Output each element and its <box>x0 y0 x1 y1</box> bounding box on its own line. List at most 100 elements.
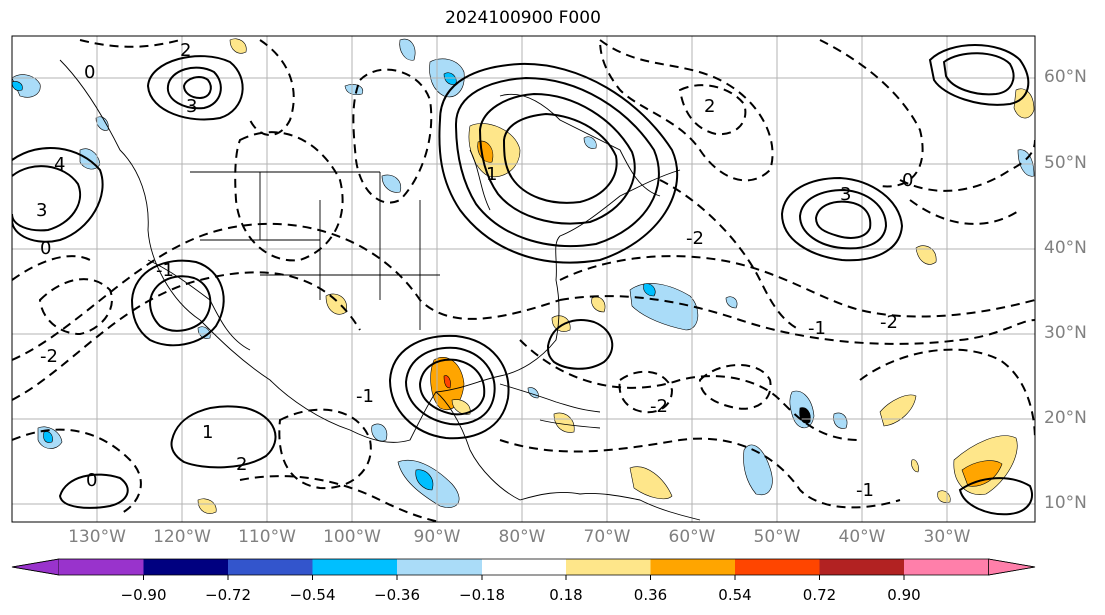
colorbar-tick-label: 0.54 <box>718 586 752 604</box>
lon-label: 110°W <box>238 527 296 547</box>
contour-line <box>928 44 1030 106</box>
contour-line <box>819 39 924 188</box>
contour-line <box>478 92 636 225</box>
contour-label: 4 <box>54 154 65 175</box>
contour-line <box>559 295 1035 345</box>
contour-line <box>438 62 679 264</box>
contour-line <box>798 188 888 250</box>
contour-line <box>130 259 225 347</box>
contour-label: -2 <box>880 312 898 333</box>
shade-patch <box>451 399 471 415</box>
contour-line <box>12 271 361 401</box>
contour-line <box>698 364 772 410</box>
contour-line <box>166 66 222 110</box>
contour-label: 1 <box>202 422 213 443</box>
shade-patch <box>833 412 848 429</box>
lon-label: 50°W <box>753 527 801 547</box>
colorbar <box>11 558 1036 580</box>
contour-line <box>182 76 212 100</box>
shade-patch <box>325 293 347 315</box>
contour-line <box>659 179 801 331</box>
shade-patch <box>344 84 364 96</box>
contour-line <box>899 139 1035 192</box>
contour-line <box>12 428 142 515</box>
shade-patch <box>643 283 656 297</box>
colorbar-tick-label: 0.36 <box>633 586 668 604</box>
dashed-contours <box>12 38 1035 522</box>
shade-patch <box>915 245 937 265</box>
contour-line <box>12 147 104 243</box>
colorbar-segment <box>988 558 1036 576</box>
colorbar-segment <box>904 559 989 575</box>
contour-line <box>618 370 674 414</box>
shade-patch <box>937 490 951 503</box>
shade-patch <box>725 296 738 309</box>
contour-label: 0 <box>86 470 97 491</box>
contour-line <box>814 200 872 239</box>
shade-patch <box>911 459 919 473</box>
contour-label: 2 <box>236 454 247 475</box>
shade-patch <box>371 423 388 442</box>
contour-line <box>519 339 861 441</box>
contour-line <box>404 346 496 426</box>
shade-patch <box>12 74 41 98</box>
contour-label: -1 <box>856 480 874 501</box>
contour-label: -1 <box>808 318 826 339</box>
contour-label: 0 <box>902 170 913 191</box>
contour-line <box>958 477 1033 516</box>
contour-line <box>418 358 486 416</box>
contour-line <box>12 255 91 281</box>
colorbar-tick-label: −0.72 <box>205 586 251 604</box>
solid-contours <box>12 44 1033 516</box>
colorbar-segment <box>228 559 313 575</box>
colorbar-tick-label: −0.54 <box>289 586 336 604</box>
contour-line <box>454 76 660 248</box>
colorbar-tick-label: 0.72 <box>802 586 837 604</box>
contour-line <box>249 39 295 136</box>
contour-line <box>234 131 344 262</box>
lon-label: 70°W <box>583 527 631 547</box>
contour-label: 2 <box>180 40 191 61</box>
chart-title: 2024100900 F000 <box>445 8 601 28</box>
lon-label: 90°W <box>413 527 461 547</box>
colorbar-segment <box>143 559 228 575</box>
contour-line <box>12 222 561 361</box>
colorbar-segment <box>59 559 144 575</box>
map-frame <box>11 35 1036 523</box>
shade-patch <box>961 460 1003 487</box>
contour-line <box>598 38 774 182</box>
contour-line <box>559 255 1035 318</box>
shade-patch <box>443 375 451 389</box>
contour-line <box>388 334 510 440</box>
lon-label: 100°W <box>323 527 381 547</box>
colorbar-tick-label: −0.36 <box>374 586 420 604</box>
lat-label: 20°N <box>1044 408 1087 428</box>
shade-patch <box>591 296 606 313</box>
contour-line <box>38 278 113 336</box>
contour-label: 1 <box>486 164 497 185</box>
colorbar-segment <box>566 559 651 575</box>
contour-line <box>942 52 1015 96</box>
contour-label: 2 <box>704 96 715 117</box>
shade-patch <box>629 283 699 331</box>
colorbar-outline <box>11 558 1036 576</box>
contour-label: -2 <box>650 396 668 417</box>
shade-patch <box>43 431 53 443</box>
contour-line <box>170 405 277 469</box>
contour-line <box>909 199 1021 225</box>
contour-label: 3 <box>840 184 851 205</box>
contour-label: 0 <box>84 62 95 83</box>
contour-line <box>502 112 618 204</box>
colorbar-tick-label: −0.18 <box>459 586 505 604</box>
colorbar-tick-label: −0.90 <box>120 586 167 604</box>
contour-line <box>499 437 901 509</box>
lat-label: 10°N <box>1044 493 1087 513</box>
colorbar-segment <box>735 559 820 575</box>
shade-patch <box>553 412 575 433</box>
contour-label: 3 <box>36 200 47 221</box>
shade-patch <box>879 394 917 427</box>
contour-line <box>678 84 747 136</box>
shade-patch <box>1013 88 1035 119</box>
colorbar-tick-label: 0.90 <box>887 586 921 604</box>
colorbar-segment <box>819 559 904 575</box>
